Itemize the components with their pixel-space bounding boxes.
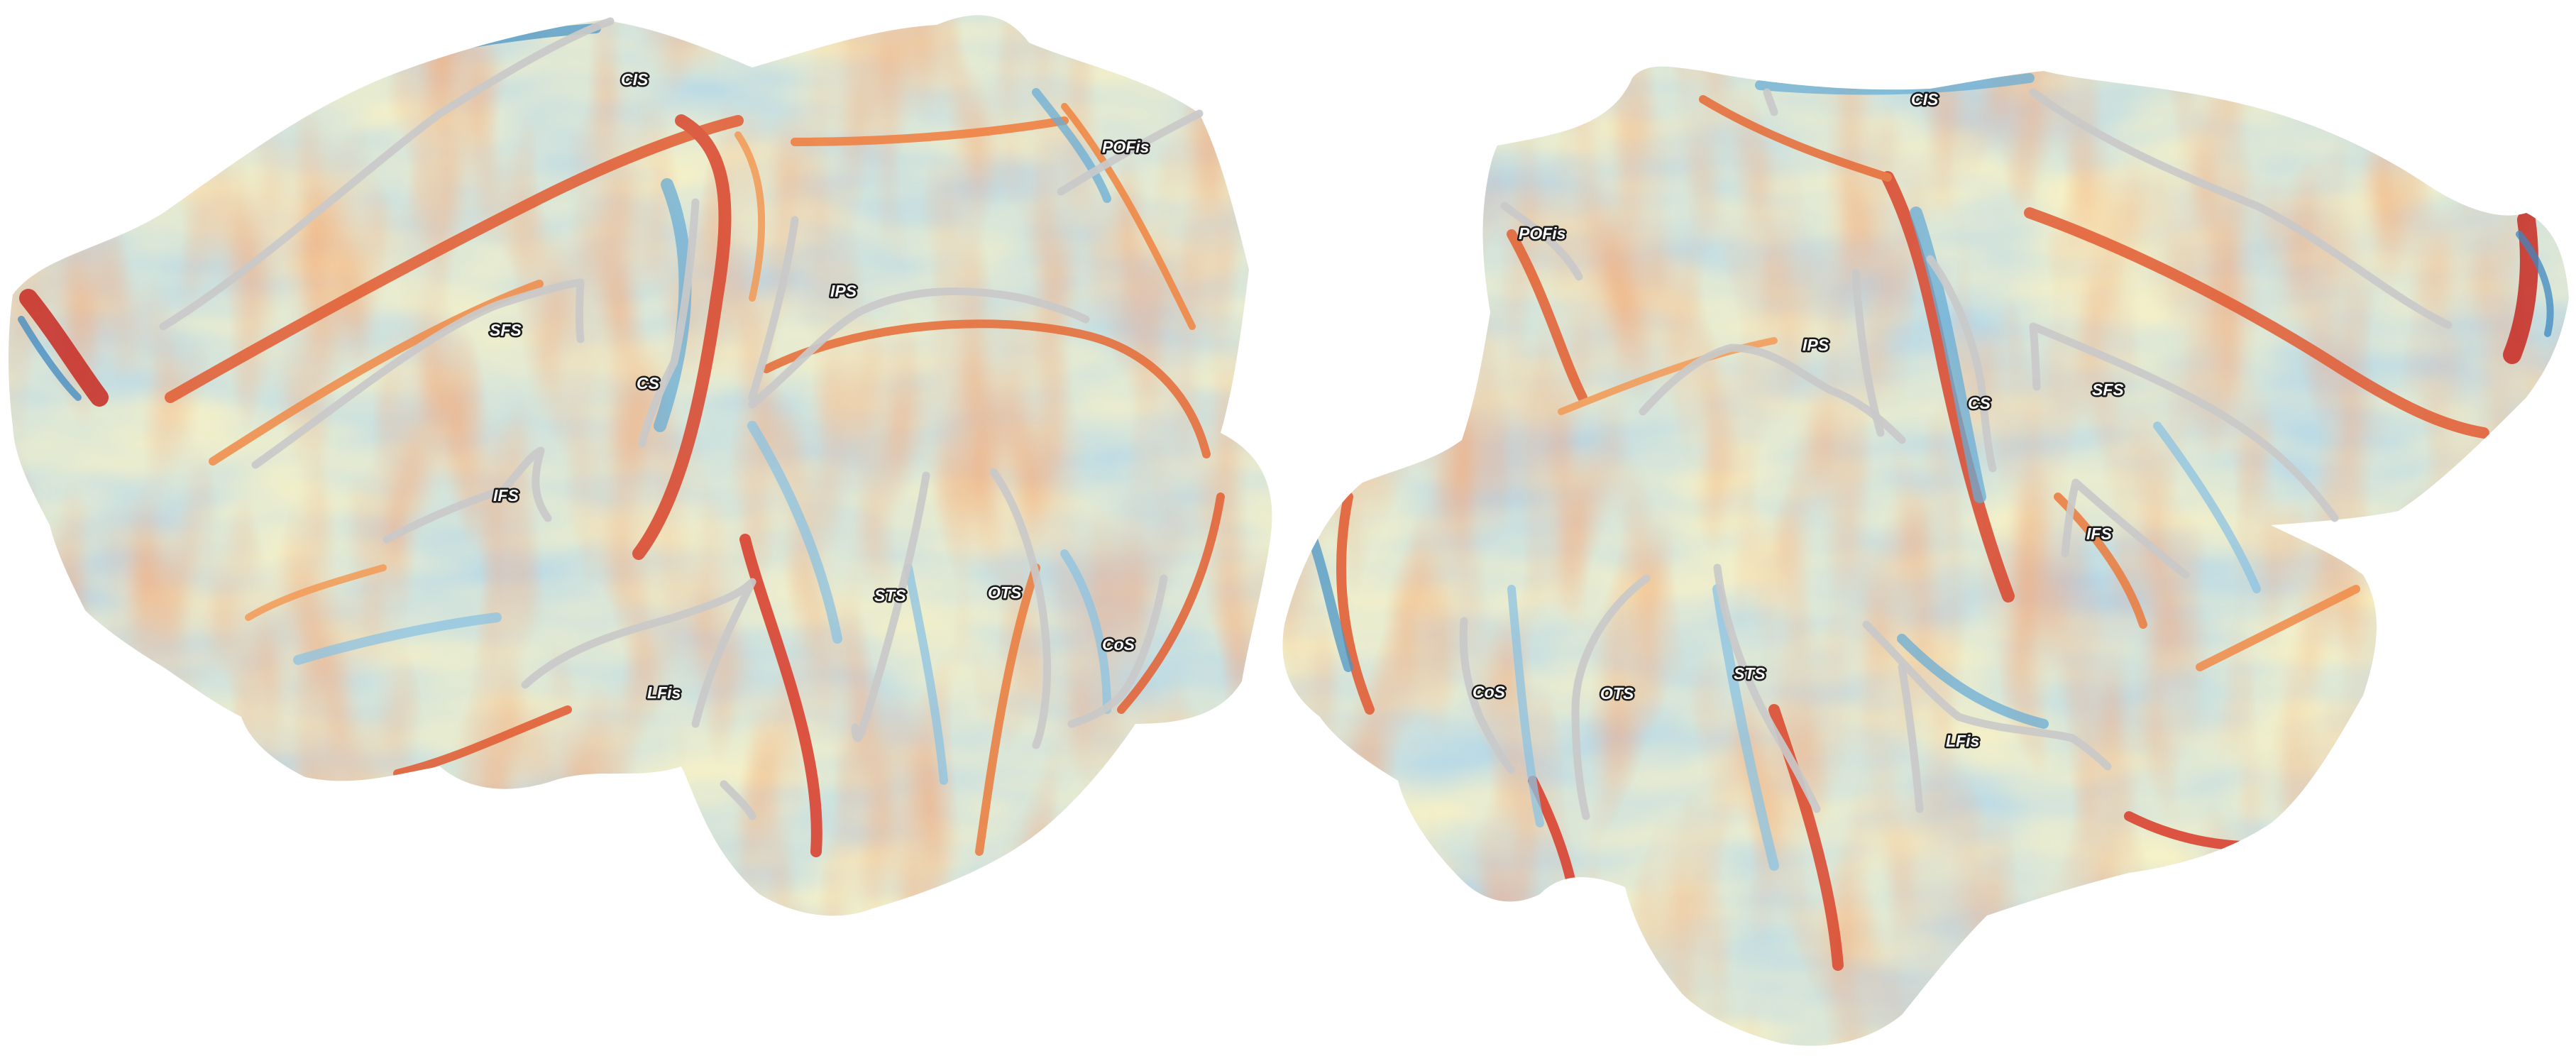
right-hemisphere: CIS POFis IPS CS SFS IFS CoS OTS STS LFi… [1282, 66, 2569, 1046]
left-ips-branch-line [748, 216, 799, 402]
right-sts-line [1713, 563, 1821, 813]
right-ots-line [1571, 574, 1651, 820]
right-label-sts: STS [1734, 664, 1766, 683]
left-sulcus-lines [159, 17, 1204, 820]
left-occipital-line [720, 780, 756, 820]
left-label-lfis: LFis [647, 683, 681, 702]
left-cis-line [159, 17, 615, 331]
right-sulcus-labels: CIS POFis IPS CS SFS IFS CoS OTS STS LFi… [1471, 89, 2126, 752]
right-label-cis: CIS [1911, 90, 1939, 109]
right-label-ifs: IFS [2086, 524, 2112, 543]
left-sts-line [851, 471, 930, 742]
left-label-cis: CIS [621, 70, 649, 89]
right-label-cos: CoS [1473, 683, 1506, 701]
right-ips-line [1639, 343, 1906, 444]
left-hemisphere: CIS POFis IPS SFS CS IFS STS OTS CoS LFi… [9, 15, 1272, 916]
left-cos-line [1067, 574, 1168, 728]
right-lfis-line [1862, 620, 2112, 771]
right-ips-branch-line [1851, 269, 1885, 437]
left-ips-line [748, 287, 1090, 409]
right-sulcus-lines [1459, 88, 2453, 820]
right-cis-short-line [1763, 88, 1778, 116]
left-lfis-line [521, 578, 756, 728]
left-sfs-line [251, 278, 585, 469]
left-label-sfs: SFS [490, 321, 522, 339]
left-label-ips: IPS [830, 282, 857, 300]
right-label-sfs: SFS [2092, 380, 2124, 399]
right-label-ots: OTS [1600, 684, 1634, 703]
left-label-sts: STS [874, 586, 906, 605]
right-pofis-line [1500, 202, 1583, 281]
left-sulcus-labels: CIS POFis IPS SFS CS IFS STS OTS CoS LFi… [488, 69, 1151, 704]
right-cs-line [1926, 255, 1997, 473]
right-label-cs: CS [1968, 394, 1991, 412]
right-sfs-line [2029, 322, 2339, 522]
left-label-pofis: POFis [1102, 138, 1149, 156]
left-label-ots: OTS [988, 583, 1022, 602]
right-cos-line [1459, 617, 1516, 774]
right-label-pofis: POFis [1519, 224, 1565, 243]
left-label-cs: CS [637, 374, 660, 392]
right-ifs-line [2061, 478, 2190, 579]
left-cs-line [638, 198, 700, 448]
left-label-cos: CoS [1102, 635, 1135, 654]
right-label-ips: IPS [1802, 336, 1829, 354]
right-cis-line [2029, 88, 2453, 329]
left-label-ifs: IFS [493, 486, 519, 505]
right-lfis-branch-line [1898, 663, 1924, 813]
left-ots-line [989, 468, 1051, 749]
left-pofis-line [1057, 109, 1204, 196]
right-label-lfis: LFis [1946, 732, 1979, 750]
left-ifs-line [382, 446, 552, 544]
